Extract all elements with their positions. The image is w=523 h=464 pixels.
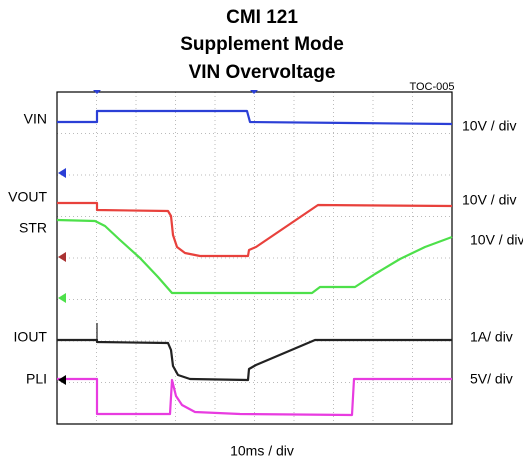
channel-labels: VIN 10V / div VOUT 10V / div STR 10V / div IOU…: [8, 111, 523, 387]
ground-marker: [58, 375, 66, 385]
channel-scale: 1A/ div: [470, 329, 513, 345]
grid: [57, 92, 452, 424]
channel-scale: 5V/ div: [470, 371, 513, 387]
vin-trace: [57, 109, 453, 126]
waveforms: [56, 109, 453, 417]
ground-marker: [58, 293, 66, 303]
scope-frame: [56, 91, 453, 425]
channel-scale: 10V / div: [470, 232, 523, 248]
channel-name: STR: [19, 220, 47, 236]
channel-name: VOUT: [8, 189, 47, 205]
channel-scale: 10V / div: [462, 118, 516, 134]
figure-id: TOC-005: [409, 81, 454, 93]
title-line: Supplement Mode: [180, 34, 344, 55]
vout-trace: [57, 201, 453, 258]
channel-name: PLI: [26, 371, 47, 387]
channel-name: VIN: [24, 111, 47, 127]
title-line: VIN Overvoltage: [189, 62, 336, 83]
channel-name: IOUT: [14, 329, 48, 345]
ground-marker: [58, 168, 66, 178]
ground-marker: [58, 252, 66, 262]
time-scale: 10ms / div: [230, 443, 294, 459]
title-line: CMI 121: [226, 7, 298, 28]
str-trace: [56, 218, 453, 295]
pli-trace: [57, 377, 452, 417]
channel-scale: 10V / div: [462, 192, 516, 208]
